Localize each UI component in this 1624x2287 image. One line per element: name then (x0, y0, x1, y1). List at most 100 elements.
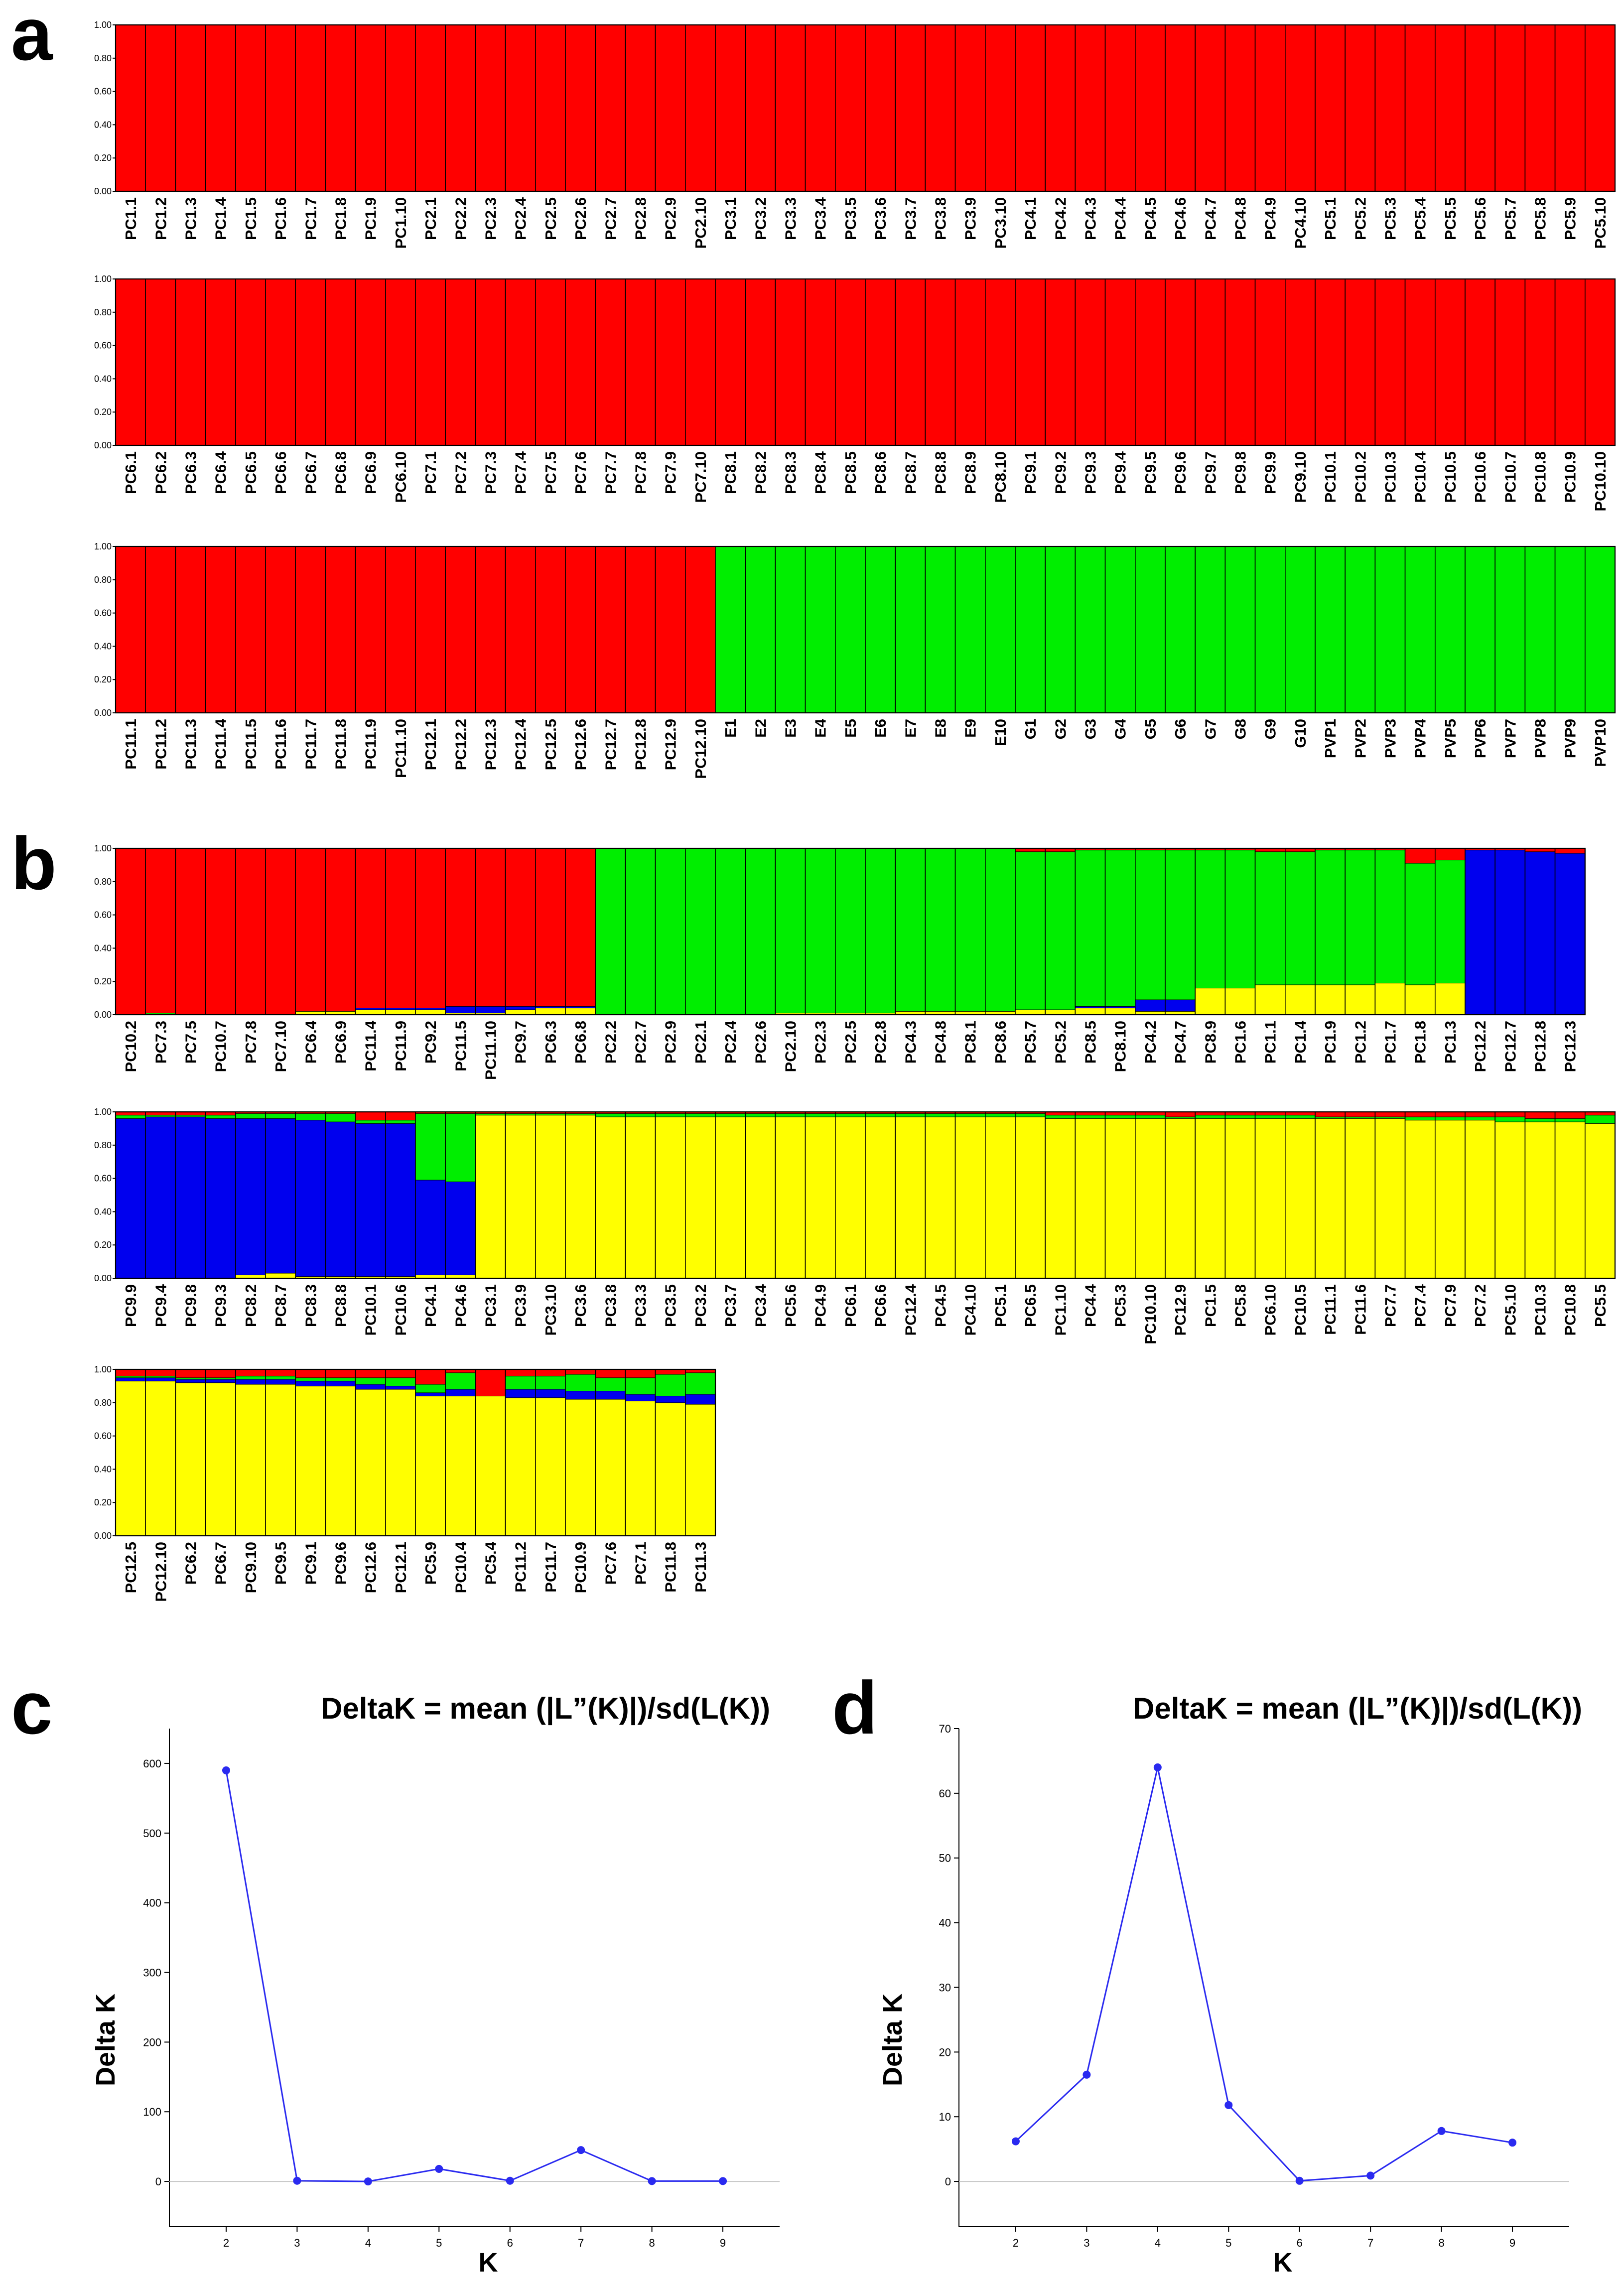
bar-label: PVP9 (1562, 719, 1579, 758)
bar-label: E4 (812, 718, 829, 738)
delta-k-d-x-tick-label: 9 (1509, 2237, 1515, 2249)
bar-label: PC3.6 (572, 1284, 589, 1327)
bar-segment (235, 848, 266, 1015)
bar-segment (145, 546, 176, 713)
k2-bars-row-3: 0.00 0.20 0.40 0.60 0.80 1.00 PC11.1 PC11.2 PC11… (94, 541, 1616, 779)
bar-segment (145, 1369, 176, 1376)
bar-label: G6 (1172, 719, 1189, 739)
bar-label: PVP6 (1472, 719, 1489, 758)
bar-segment (535, 278, 566, 446)
bar-label: PC3.3 (632, 1284, 650, 1327)
bar-segment (1105, 546, 1136, 713)
bar-segment (445, 848, 476, 1007)
bar-label: PC1.8 (1412, 1021, 1429, 1064)
bar-label: PC8.8 (932, 451, 949, 494)
bar-segment (1075, 1118, 1105, 1279)
bar-segment (1585, 1115, 1616, 1124)
bar-segment (355, 546, 386, 713)
bar-segment (1195, 24, 1225, 192)
bar-segment (535, 1006, 566, 1009)
bar-label: PC4.9 (812, 1284, 829, 1327)
k4-bars-row-3: 0.00 0.20 0.40 0.60 0.80 1.00 PC12.5 PC12.10 PC6… (94, 1364, 716, 1602)
bar-label: PC11.8 (332, 719, 350, 770)
bar-segment (175, 1377, 206, 1380)
bar-segment (1465, 546, 1495, 713)
bar-label: PC5.9 (1562, 197, 1579, 240)
bar-segment (1135, 849, 1166, 1000)
bar-label: PC5.2 (1052, 1021, 1069, 1064)
bar-label: PC6.1 (122, 451, 139, 494)
bar-segment (475, 1396, 506, 1536)
bar-segment (1105, 278, 1136, 446)
bar-label: PC6.5 (1022, 1284, 1039, 1327)
bar-label: PC11.1 (1322, 1284, 1339, 1335)
delta-k-d-x-tick-label: 5 (1225, 2237, 1231, 2249)
bar-segment (625, 278, 656, 446)
bar-segment (1345, 1116, 1375, 1119)
y-tick-label: 0.80 (94, 1398, 112, 1408)
y-tick-label: 0.00 (94, 1010, 112, 1020)
bar-segment (235, 1384, 266, 1536)
bar-segment (595, 24, 626, 192)
bar-segment (1075, 24, 1105, 192)
y-tick-label: 0.60 (94, 1431, 112, 1441)
bar-label: PC8.9 (1202, 1021, 1219, 1064)
plot-frame (115, 1368, 716, 1537)
bar-segment (445, 1113, 476, 1182)
bar-label: E2 (752, 719, 769, 738)
bar-label: PC1.10 (392, 197, 409, 249)
bar-segment (1224, 1115, 1255, 1119)
bar-segment (265, 546, 296, 713)
bar-label: PC8.1 (722, 451, 739, 494)
bar-label: PC6.7 (302, 451, 319, 494)
bar-segment (625, 848, 656, 1015)
bar-label: PC4.7 (1202, 197, 1219, 240)
bar-segment (145, 1116, 176, 1279)
bar-label: PVP2 (1352, 719, 1369, 758)
bar-segment (205, 1115, 236, 1119)
bar-label: PC9.4 (1112, 451, 1129, 494)
bar-segment (415, 848, 446, 1009)
bar-segment (175, 1115, 206, 1117)
bar-segment (1045, 1009, 1076, 1015)
bar-segment (1465, 1120, 1495, 1279)
bar-label: E5 (842, 719, 859, 738)
bar-segment (1075, 278, 1105, 446)
bar-label: PC1.3 (1442, 1021, 1459, 1064)
bar-segment (685, 1394, 716, 1405)
bar-segment (865, 1113, 896, 1117)
bar-label: G10 (1292, 719, 1309, 748)
bar-label: PC10.9 (1562, 451, 1579, 503)
bar-segment (355, 1123, 386, 1277)
bar-segment (1105, 1118, 1136, 1279)
bar-label: PC2.7 (602, 197, 619, 240)
bar-label: PC3.5 (842, 197, 859, 240)
bar-segment (505, 24, 536, 192)
bar-segment (235, 24, 266, 192)
bar-segment (415, 1392, 446, 1396)
bar-label: PC2.4 (722, 1020, 739, 1064)
bar-label: PC12.6 (572, 719, 589, 770)
bar-label: PC7.7 (602, 451, 619, 494)
bar-segment (835, 546, 866, 713)
bar-label: PC2.3 (812, 1021, 829, 1064)
bar-label: E1 (722, 719, 739, 738)
bar-label: PC2.1 (692, 1021, 709, 1064)
delta-k-d-data-point (1224, 2101, 1233, 2109)
bar-segment (1255, 278, 1286, 446)
bar-segment (325, 848, 356, 1012)
y-tick-label: 0.60 (94, 910, 112, 920)
bar-label: PC4.1 (422, 1284, 439, 1327)
bar-label: PC7.5 (542, 451, 559, 494)
bar-segment (415, 1180, 446, 1275)
bar-segment (925, 848, 956, 1012)
bar-segment (1494, 1121, 1525, 1279)
bar-segment (655, 24, 686, 192)
bar-segment (655, 1396, 686, 1403)
bar-segment (1135, 999, 1166, 1012)
bar-label: PC11.7 (542, 1542, 559, 1593)
bar-label: G3 (1082, 719, 1099, 739)
bar-label: PC10.10 (1142, 1284, 1159, 1345)
delta-k-c-x-tick-label: 9 (720, 2237, 726, 2249)
chart-title-d: DeltaK = mean (|L”(K)|)/sd(L(K)) (1133, 1692, 1582, 1726)
